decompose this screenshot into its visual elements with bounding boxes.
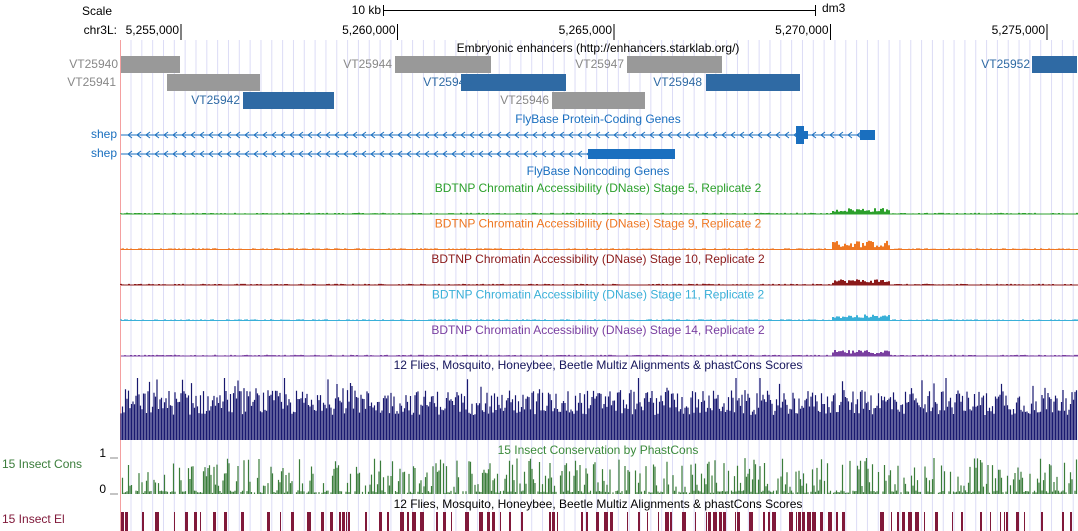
exon (796, 126, 804, 144)
track-title: BDTNP Chromatin Accessibility (DNase) St… (431, 323, 765, 337)
y-tick-label: 0 (99, 482, 106, 496)
conservation-signal (121, 458, 1078, 494)
enhancer-block (552, 92, 645, 109)
signal (120, 240, 1070, 250)
track-title: Embryonic enhancers (http://enhancers.st… (457, 41, 740, 55)
gene-label: shep (91, 127, 117, 141)
position-label: chr3L: (84, 23, 117, 37)
exon (588, 149, 675, 159)
enhancer-block (395, 56, 491, 73)
enhancer-label: VT25940 (69, 57, 118, 71)
signal (120, 279, 1072, 285)
enhancer-label: VT25941 (67, 75, 116, 89)
enhancer-block (1032, 56, 1077, 73)
track-title: FlyBase Protein-Coding Genes (515, 112, 680, 126)
track-title: 15 Insect Conservation by PhastCons (498, 443, 699, 457)
track-title: 12 Flies, Mosquito, Honeybee, Beetle Mul… (394, 497, 803, 511)
enhancer-block (167, 74, 260, 91)
ruler-tick-label: 5,270,000 (775, 23, 829, 37)
enhancer-block (706, 74, 800, 91)
strand-arrows (127, 131, 871, 139)
enhancer-block (121, 56, 180, 73)
track-title: 12 Flies, Mosquito, Honeybee, Beetle Mul… (394, 358, 803, 372)
track-title: FlyBase Noncoding Genes (527, 164, 670, 178)
signal (120, 208, 1078, 214)
ruler-tick-label: 5,265,000 (559, 23, 613, 37)
enhancer-label: VT25947 (575, 57, 624, 71)
enhancer-label: VT25942 (191, 93, 240, 107)
scale-label: Scale (82, 4, 112, 18)
ruler-tick-label: 5,255,000 (126, 23, 180, 37)
scale-bar-label: 10 kb (352, 3, 382, 17)
track-label: 15 Insect El (2, 512, 65, 526)
conserved-elements (121, 512, 1072, 531)
alignment-signal (120, 378, 1078, 440)
enhancer-label: VT25948 (653, 75, 702, 89)
track-label: 15 Insect Cons (2, 457, 82, 471)
signal (124, 350, 1078, 356)
ruler-tick-label: 5,260,000 (342, 23, 396, 37)
gene-label: shep (91, 146, 117, 160)
enhancer-label: VT25944 (343, 57, 392, 71)
exon (860, 130, 875, 140)
track-title: BDTNP Chromatin Accessibility (DNase) St… (432, 288, 765, 302)
enhancer-block (461, 74, 566, 91)
signal (120, 314, 1078, 321)
enhancer-label: VT25952 (981, 57, 1030, 71)
track-title: BDTNP Chromatin Accessibility (DNase) St… (435, 181, 762, 195)
enhancer-block (627, 56, 722, 73)
ruler-tick-label: 5,275,000 (992, 23, 1046, 37)
enhancer-block (243, 92, 334, 109)
enhancer-label: VT25946 (500, 93, 549, 107)
exon (804, 131, 808, 139)
y-tick-label: 1 (99, 446, 106, 460)
track-title: BDTNP Chromatin Accessibility (DNase) St… (435, 217, 762, 231)
assembly-label: dm3 (822, 1, 846, 15)
track-title: BDTNP Chromatin Accessibility (DNase) St… (431, 252, 765, 266)
enhancer-label: VT25945 (423, 75, 472, 89)
